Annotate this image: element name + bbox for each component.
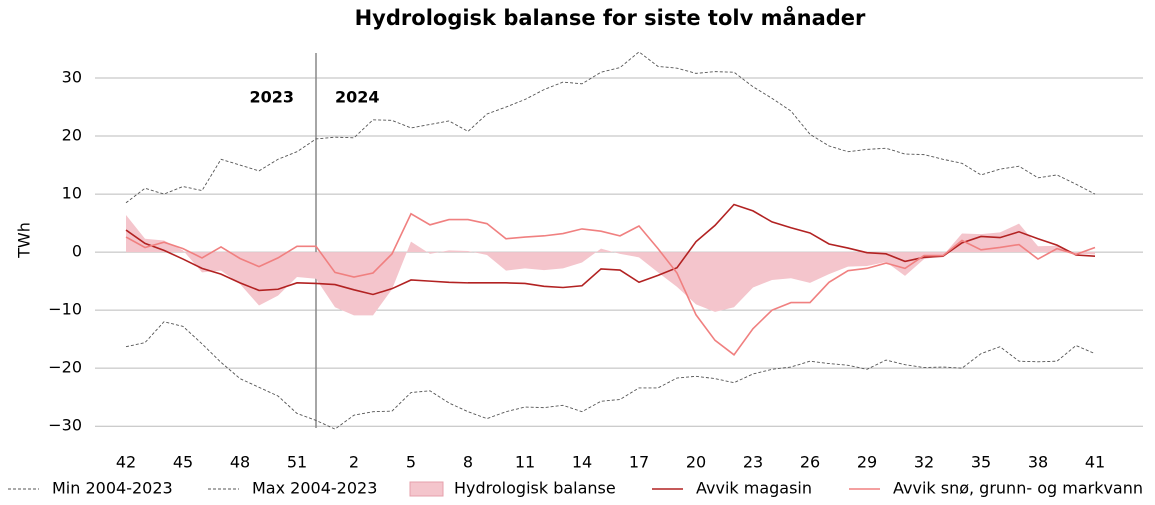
- annotation: 2023: [249, 88, 294, 107]
- range-line: [125, 51, 1096, 204]
- x-tick-label: 26: [800, 453, 820, 472]
- y-axis-label: TWh: [15, 222, 34, 259]
- legend-label: Avvik magasin: [696, 479, 812, 498]
- legend-label: Min 2004-2023: [52, 479, 173, 498]
- x-tick-label: 41: [1085, 453, 1105, 472]
- chart-title: Hydrologisk balanse for siste tolv månad…: [355, 5, 866, 30]
- x-tick-label: 17: [629, 453, 649, 472]
- x-tick-label: 14: [572, 453, 592, 472]
- series-line: [125, 212, 1096, 356]
- series-line: [125, 203, 1096, 296]
- balance-area: [126, 214, 1095, 316]
- x-tick-label: 32: [914, 453, 934, 472]
- x-tick-label: 38: [1028, 453, 1048, 472]
- x-tick-label: 48: [230, 453, 250, 472]
- legend-swatch: [409, 481, 444, 497]
- x-tick-label: 8: [463, 453, 473, 472]
- x-tick-label: 42: [116, 453, 136, 472]
- x-tick-label: 2: [349, 453, 359, 472]
- x-tick-label: 20: [686, 453, 706, 472]
- x-tick-label: 5: [406, 453, 416, 472]
- legend-label: Hydrologisk balanse: [454, 479, 616, 498]
- x-tick-label: 11: [515, 453, 535, 472]
- y-tick-label: 20: [62, 126, 82, 145]
- y-tick-label: −30: [48, 416, 82, 435]
- y-tick-label: 30: [62, 68, 82, 87]
- x-tick-label: 23: [743, 453, 763, 472]
- y-tick-label: 10: [62, 184, 82, 203]
- y-tick-label: 0: [72, 242, 82, 261]
- x-tick-label: 29: [857, 453, 877, 472]
- range-line: [125, 321, 1096, 430]
- legend-label: Avvik snø, grunn- og markvann: [893, 479, 1143, 498]
- x-tick-label: 35: [971, 453, 991, 472]
- x-tick-label: 45: [173, 453, 193, 472]
- annotation: 2024: [335, 88, 380, 107]
- y-tick-label: −10: [48, 300, 82, 319]
- legend-label: Max 2004-2023: [252, 479, 377, 498]
- y-tick-label: −20: [48, 358, 82, 377]
- x-tick-label: 51: [287, 453, 307, 472]
